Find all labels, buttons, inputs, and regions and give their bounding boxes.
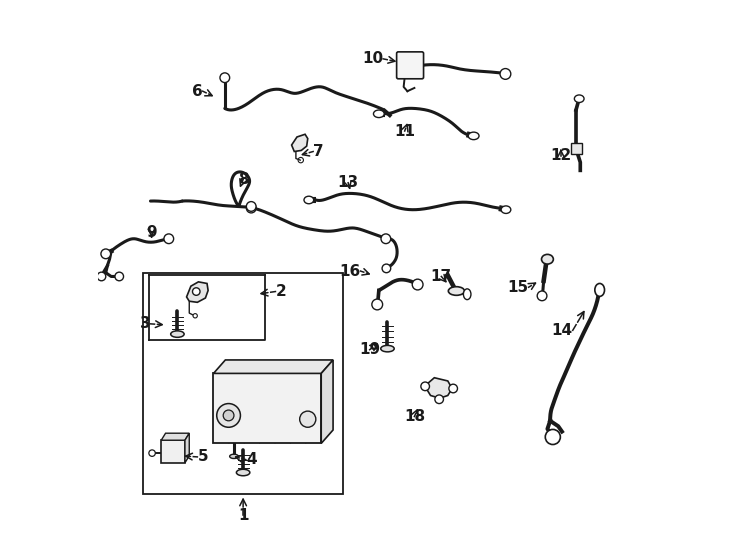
Ellipse shape: [171, 331, 184, 338]
Text: 4: 4: [246, 452, 256, 467]
Circle shape: [247, 201, 256, 211]
Text: 19: 19: [359, 342, 380, 357]
Circle shape: [449, 384, 457, 393]
Circle shape: [413, 279, 423, 290]
Circle shape: [217, 403, 241, 427]
Polygon shape: [214, 360, 333, 374]
Text: 11: 11: [394, 124, 415, 139]
Circle shape: [149, 450, 156, 456]
Circle shape: [164, 234, 174, 244]
Circle shape: [435, 395, 443, 403]
FancyBboxPatch shape: [396, 52, 424, 79]
Ellipse shape: [230, 454, 239, 458]
Text: 13: 13: [338, 176, 359, 190]
Ellipse shape: [374, 110, 384, 118]
Circle shape: [97, 272, 106, 281]
Circle shape: [298, 158, 303, 163]
Circle shape: [193, 314, 197, 318]
Text: 10: 10: [362, 51, 383, 66]
Text: 2: 2: [275, 284, 286, 299]
Text: 8: 8: [238, 172, 248, 187]
Circle shape: [299, 411, 316, 427]
Bar: [143, 273, 343, 494]
Circle shape: [192, 288, 200, 295]
Circle shape: [545, 429, 560, 444]
Circle shape: [220, 73, 230, 83]
Circle shape: [247, 203, 256, 213]
Bar: [161, 440, 185, 463]
Bar: [570, 144, 583, 154]
Circle shape: [101, 249, 111, 259]
Text: 7: 7: [313, 144, 324, 159]
Circle shape: [382, 264, 390, 273]
Polygon shape: [161, 433, 189, 440]
Circle shape: [115, 272, 123, 281]
Polygon shape: [291, 134, 308, 152]
Circle shape: [537, 291, 547, 301]
Ellipse shape: [463, 289, 471, 300]
Bar: [214, 374, 321, 443]
Ellipse shape: [501, 206, 511, 213]
Circle shape: [421, 382, 429, 390]
Circle shape: [500, 69, 511, 79]
Ellipse shape: [448, 287, 465, 295]
Text: 17: 17: [431, 269, 452, 284]
Text: 9: 9: [146, 225, 157, 240]
Circle shape: [372, 299, 382, 310]
Circle shape: [223, 410, 234, 421]
Circle shape: [381, 234, 390, 244]
Polygon shape: [426, 377, 452, 398]
Ellipse shape: [236, 469, 250, 476]
Text: 6: 6: [192, 84, 203, 99]
Text: 1: 1: [238, 508, 248, 523]
Polygon shape: [185, 433, 189, 463]
Ellipse shape: [304, 196, 313, 204]
Text: 16: 16: [339, 264, 360, 279]
Text: 14: 14: [552, 323, 573, 338]
Text: 3: 3: [140, 316, 150, 332]
Ellipse shape: [468, 132, 479, 140]
Text: 15: 15: [507, 280, 528, 295]
Ellipse shape: [381, 346, 394, 352]
Ellipse shape: [575, 95, 584, 103]
Text: 5: 5: [197, 449, 208, 464]
Ellipse shape: [595, 284, 605, 296]
Polygon shape: [186, 282, 208, 302]
Text: 18: 18: [404, 409, 425, 424]
Text: 12: 12: [550, 148, 572, 163]
Ellipse shape: [542, 254, 553, 264]
Polygon shape: [321, 360, 333, 443]
